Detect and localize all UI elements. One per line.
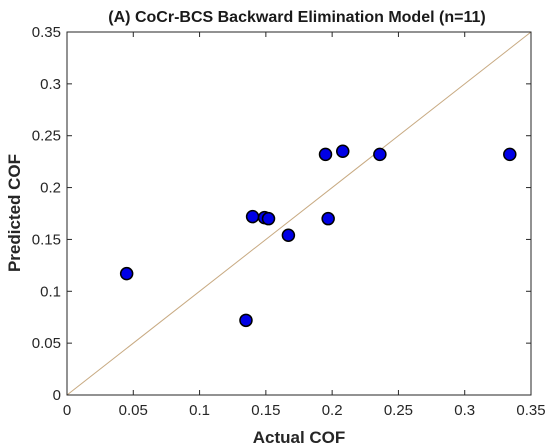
x-tick-label: 0.15 — [251, 402, 280, 419]
y-tick-label: 0.3 — [40, 76, 61, 93]
chart-title: (A) CoCr-BCS Backward Elimination Model … — [108, 9, 485, 26]
data-point — [335, 144, 350, 159]
y-tick-label: 0.15 — [32, 231, 61, 248]
identity-reference-line — [66, 31, 532, 396]
y-tick-label: 0.2 — [40, 180, 61, 197]
x-tick-label: 0.2 — [322, 402, 343, 419]
data-point — [318, 147, 333, 162]
x-tick-label: 0.05 — [119, 402, 148, 419]
y-tick-label: 0.35 — [32, 24, 61, 41]
x-tick-label: 0.1 — [189, 402, 210, 419]
data-point — [503, 147, 517, 162]
x-axis-ticks: 0 0.05 0.1 0.15 0.2 0.25 0.3 0.35 — [63, 32, 546, 419]
data-point — [321, 211, 335, 226]
y-tick-label: 0 — [53, 387, 61, 404]
data-point — [239, 313, 253, 328]
data-point — [373, 147, 387, 162]
x-tick-label: 0.25 — [384, 402, 413, 419]
x-axis-label: Actual COF — [253, 428, 346, 447]
y-tick-label: 0.05 — [32, 335, 61, 352]
y-tick-label: 0.1 — [40, 283, 61, 300]
data-point — [261, 211, 276, 226]
y-tick-label: 0.25 — [32, 128, 61, 145]
data-point — [281, 228, 296, 243]
y-axis-ticks: 0 0.05 0.1 0.15 0.2 0.25 0.3 0.35 — [32, 24, 531, 404]
data-points — [119, 144, 517, 328]
x-tick-label: 0 — [63, 402, 71, 419]
x-tick-label: 0.3 — [454, 402, 475, 419]
data-point — [119, 266, 134, 281]
x-tick-label: 0.35 — [516, 402, 545, 419]
data-point — [245, 209, 260, 224]
y-axis-label: Predicted COF — [5, 154, 24, 272]
